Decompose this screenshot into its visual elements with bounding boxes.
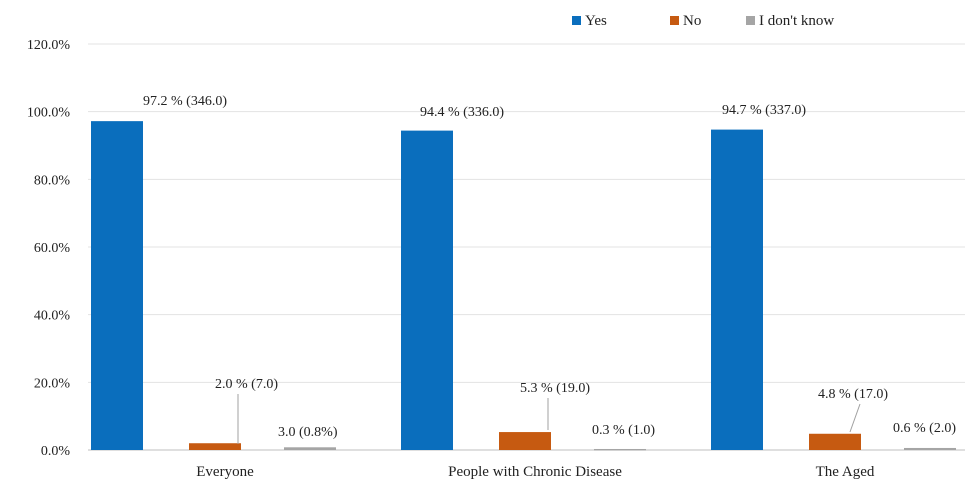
data-label: 4.8 % (17.0) xyxy=(818,387,888,402)
bar-no-0 xyxy=(189,443,241,450)
legend-label: Yes xyxy=(585,13,607,29)
legend-item: No xyxy=(670,13,701,29)
bar-i-don-t-know-2 xyxy=(904,447,956,450)
gridlines xyxy=(88,43,965,451)
legend-item: I don't know xyxy=(746,13,834,29)
data-label: 94.4 % (336.0) xyxy=(420,105,504,120)
y-tick-label: 60.0% xyxy=(34,241,71,256)
legend-swatch xyxy=(572,16,581,25)
x-category-label: Everyone xyxy=(196,464,254,480)
y-tick-label: 0.0% xyxy=(41,444,71,459)
bar-yes-0 xyxy=(91,121,143,450)
data-labels: 97.2 % (346.0) 2.0 % (7.0) 3.0 (0.8%) 94.4 … xyxy=(143,94,956,440)
data-label: 0.3 % (1.0) xyxy=(592,423,655,438)
y-tick-label: 40.0% xyxy=(34,309,71,324)
legend: Yes No I don't know xyxy=(572,13,834,29)
legend-item: Yes xyxy=(572,13,607,29)
label-leader-lines xyxy=(237,394,861,444)
y-tick-label: 120.0% xyxy=(27,38,71,53)
x-axis-categories: Everyone People with Chronic Disease The A… xyxy=(196,464,875,480)
leader-line xyxy=(849,403,861,433)
bar-no-1 xyxy=(499,432,551,450)
legend-swatch xyxy=(670,16,679,25)
data-label: 97.2 % (346.0) xyxy=(143,94,227,109)
bar-yes-1 xyxy=(401,130,453,450)
data-label: 94.7 % (337.0) xyxy=(722,103,806,118)
data-label: 5.3 % (19.0) xyxy=(520,381,590,396)
y-axis-ticks: 0.0% 20.0% 40.0% 60.0% 80.0% 100.0% 120.0% xyxy=(27,38,71,459)
legend-swatch xyxy=(746,16,755,25)
data-label: 0.6 % (2.0) xyxy=(893,421,956,436)
bars xyxy=(91,121,956,451)
y-tick-label: 100.0% xyxy=(27,106,71,121)
bar-i-don-t-know-0 xyxy=(284,447,336,450)
bar-no-2 xyxy=(809,433,861,450)
y-tick-label: 20.0% xyxy=(34,376,71,391)
data-label: 3.0 (0.8%) xyxy=(278,425,338,440)
bar-yes-2 xyxy=(711,129,763,450)
y-tick-label: 80.0% xyxy=(34,173,71,188)
data-label: 2.0 % (7.0) xyxy=(215,377,278,392)
x-category-label: The Aged xyxy=(816,464,875,480)
x-category-label: People with Chronic Disease xyxy=(448,464,622,480)
legend-label: I don't know xyxy=(759,13,834,29)
bar-i-don-t-know-1 xyxy=(594,448,646,451)
legend-label: No xyxy=(683,13,701,29)
